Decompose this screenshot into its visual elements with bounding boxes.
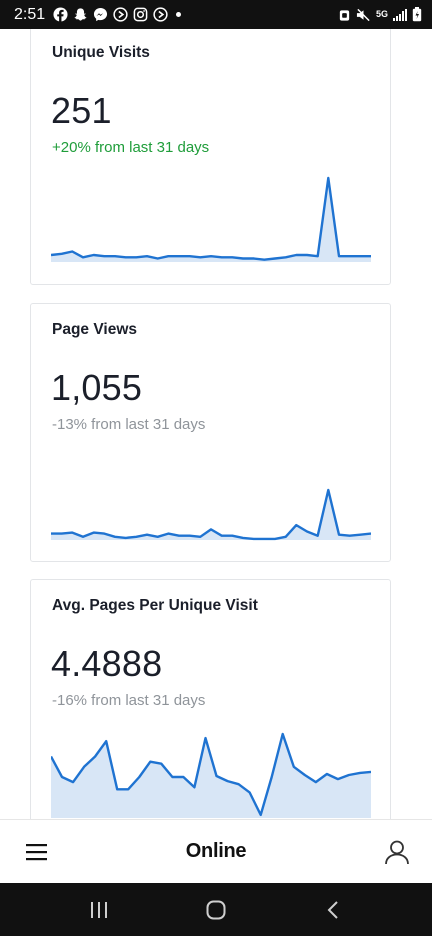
stat-card-page-views: Page Views 1,055 -13% from last 31 days bbox=[30, 303, 391, 562]
status-bar: 2:51 5G bbox=[0, 0, 432, 29]
sparkline-line bbox=[51, 732, 371, 817]
mute-icon bbox=[356, 8, 370, 21]
card-delta: -13% from last 31 days bbox=[52, 416, 206, 433]
recent-apps-button[interactable] bbox=[69, 890, 129, 930]
card-title: Page Views bbox=[52, 321, 138, 338]
play-icon bbox=[153, 7, 168, 22]
sparkline-line bbox=[51, 488, 371, 541]
facebook-icon bbox=[53, 7, 68, 22]
home-button[interactable] bbox=[186, 890, 246, 930]
status-right: 5G bbox=[338, 7, 422, 22]
status-time: 2:51 bbox=[14, 5, 46, 23]
home-icon bbox=[206, 900, 226, 919]
sparkline-line bbox=[51, 176, 371, 261]
sparkline-chart bbox=[51, 488, 371, 541]
snapchat-icon bbox=[74, 8, 87, 21]
messenger-icon bbox=[94, 7, 108, 22]
status-left: 2:51 bbox=[14, 5, 182, 24]
system-nav-bar bbox=[0, 883, 432, 936]
dashboard-content[interactable]: Unique Visits 251 +20% from last 31 days… bbox=[0, 29, 432, 819]
recent-apps-icon bbox=[90, 901, 107, 918]
back-button[interactable] bbox=[303, 890, 363, 930]
card-delta: -16% from last 31 days bbox=[52, 692, 206, 709]
notification-dot bbox=[176, 12, 182, 17]
card-delta: +20% from last 31 days bbox=[52, 139, 210, 156]
5g-icon: 5G bbox=[375, 9, 388, 19]
battery-icon bbox=[412, 7, 422, 22]
sparkline-chart bbox=[51, 732, 371, 818]
play-icon bbox=[113, 7, 128, 22]
stat-card-unique-visits: Unique Visits 251 +20% from last 31 days bbox=[30, 29, 391, 285]
card-value: 251 bbox=[51, 90, 112, 131]
nav-title: Online bbox=[185, 840, 247, 862]
stat-card-avg-pages: Avg. Pages Per Unique Visit 4.4888 -16% … bbox=[30, 579, 391, 819]
sparkline-chart bbox=[51, 176, 371, 262]
hamburger-menu-icon[interactable] bbox=[26, 843, 48, 861]
sparkline-area bbox=[51, 734, 371, 818]
card-value: 4.4888 bbox=[51, 643, 163, 684]
alarm-icon bbox=[339, 9, 350, 21]
card-title: Unique Visits bbox=[52, 44, 150, 61]
user-profile-icon[interactable] bbox=[384, 839, 410, 865]
instagram-icon bbox=[133, 7, 148, 22]
card-value: 1,055 bbox=[51, 367, 143, 408]
bottom-nav: Online bbox=[0, 819, 432, 883]
signal-icon bbox=[393, 8, 407, 21]
back-icon bbox=[327, 900, 339, 919]
card-title: Avg. Pages Per Unique Visit bbox=[52, 597, 258, 614]
